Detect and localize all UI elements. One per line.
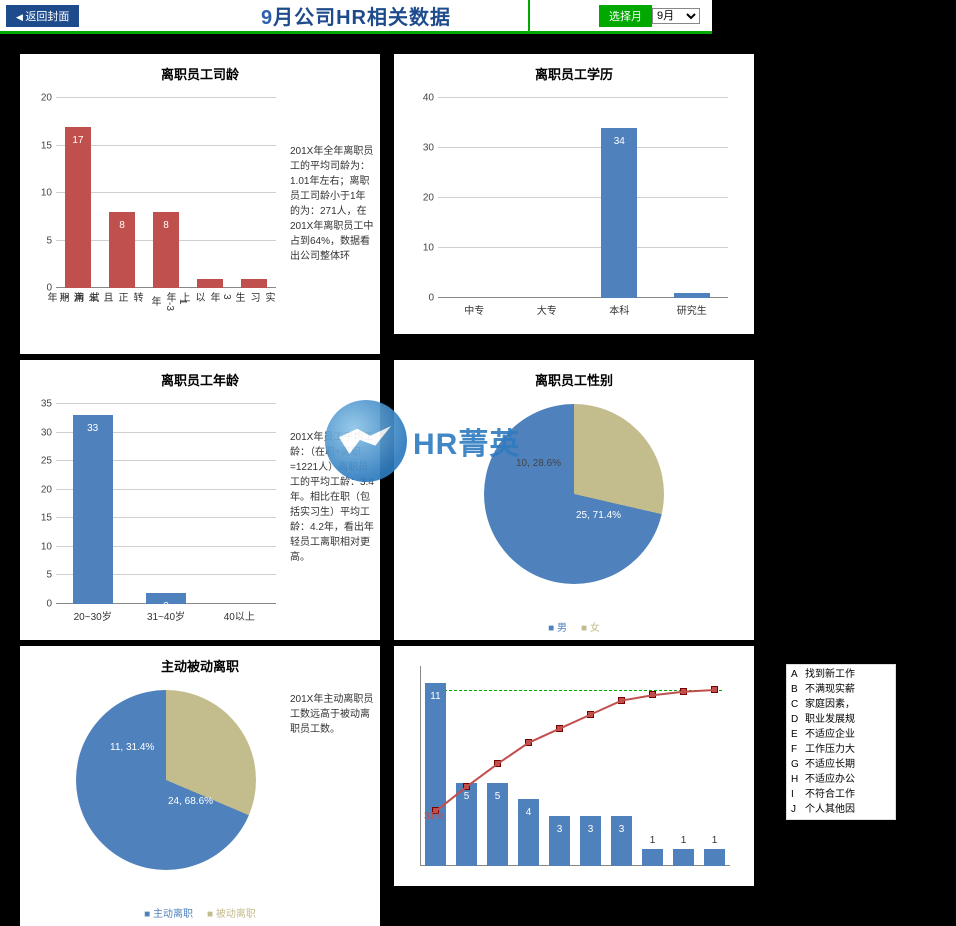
bar: 33 [73, 415, 113, 604]
gender-panel: 离职员工性别 10, 28.6% 25, 71.4% 男 女 [394, 360, 754, 640]
gender-female-label: 10, 28.6% [516, 458, 561, 469]
age-note: 201X年员工平均工龄：（在职+离职=1221人）离职员工的平均工龄：3.4年。… [290, 430, 374, 565]
voluntary-note: 201X年主动离职员工数远高于被动离职员工数。 [290, 692, 374, 737]
pareto-legend-row: A找到新工作 [791, 667, 891, 682]
tenure-title: 离职员工司龄 [20, 54, 380, 89]
voluntary-title: 主动被动离职 [20, 646, 380, 681]
category-label: 40以上 [203, 608, 276, 623]
category-label: 20~30岁 [56, 608, 129, 623]
voluntary-pie [76, 690, 256, 870]
month-select[interactable]: 9月 [652, 8, 700, 24]
pareto-chart: 1155433311131% [420, 666, 730, 866]
pareto-legend-row: J个人其他因 [791, 802, 891, 817]
tenure-panel: 离职员工司龄 0510152017试用期8转正且未满1年81年-3年13年以上1… [20, 54, 380, 354]
gender-title: 离职员工性别 [394, 360, 754, 395]
tenure-note: 201X年全年离职员工的平均司龄为：1.01年左右；离职员工司龄小于1年的为：2… [290, 144, 374, 264]
page-title: 9月公司HR相关数据 [261, 1, 451, 30]
age-chart: 051015202530353320~30岁231~40岁40以上 [56, 404, 276, 604]
voluntary-panel: 主动被动离职 11, 31.4% 24, 68.6% 201X年主动离职员工数远… [20, 646, 380, 926]
pareto-legend-row: C家庭因素， [791, 697, 891, 712]
voluntary-active-label: 24, 68.6% [168, 796, 213, 807]
pareto-legend-row: D职业发展规 [791, 712, 891, 727]
category-label: 转正且未满1年 [100, 292, 144, 302]
edu-chart: 010203040中专大专34本科1研究生 [438, 98, 728, 298]
bar: 8 [153, 212, 179, 288]
bar: 34 [601, 128, 637, 298]
category-label: 本科 [583, 302, 656, 317]
header-bar: 返回封面 9月公司HR相关数据 选择月 9月 [0, 0, 712, 34]
voluntary-legend: 主动离职 被动离职 [144, 905, 256, 920]
month-selector: 选择月 9月 [599, 5, 700, 27]
gender-male-label: 25, 71.4% [576, 510, 621, 521]
bar: 8 [109, 212, 135, 288]
pareto-legend: A找到新工作B不满现实薪C家庭因素，D职业发展规E不适应企业F工作压力大G不适应… [786, 664, 896, 820]
pareto-legend-row: H不适应办公 [791, 772, 891, 787]
bar: 17 [65, 127, 91, 289]
tenure-chart: 0510152017试用期8转正且未满1年81年-3年13年以上1实习生 [56, 98, 276, 288]
pareto-legend-row: B不满现实薪 [791, 682, 891, 697]
category-label: 实习生 [232, 292, 276, 302]
age-panel: 离职员工年龄 051015202530353320~30岁231~40岁40以上… [20, 360, 380, 640]
bar: 1 [197, 279, 223, 289]
category-label: 大专 [511, 302, 584, 317]
select-label: 选择月 [599, 5, 652, 27]
pareto-legend-row: I不符合工作 [791, 787, 891, 802]
category-label: 研究生 [656, 302, 729, 317]
back-button[interactable]: 返回封面 [6, 5, 79, 27]
category-label: 31~40岁 [129, 608, 202, 623]
pareto-legend-row: F工作压力大 [791, 742, 891, 757]
edu-title: 离职员工学历 [394, 54, 754, 89]
bar: 1 [674, 293, 710, 298]
bar: 1 [241, 279, 267, 289]
pareto-legend-row: E不适应企业 [791, 727, 891, 742]
voluntary-passive-label: 11, 31.4% [110, 742, 154, 753]
pareto-panel: 1155433311131% [394, 646, 754, 886]
age-title: 离职员工年龄 [20, 360, 380, 395]
header-divider [528, 0, 530, 33]
category-label: 中专 [438, 302, 511, 317]
bar: 2 [146, 593, 186, 604]
gender-legend: 男 女 [548, 619, 600, 634]
pareto-legend-row: G不适应长期 [791, 757, 891, 772]
dashboard-content: 离职员工司龄 0510152017试用期8转正且未满1年81年-3年13年以上1… [0, 34, 780, 926]
category-label: 3年以上 [188, 292, 232, 302]
edu-panel: 离职员工学历 010203040中专大专34本科1研究生 [394, 54, 754, 334]
gender-pie [484, 404, 664, 584]
